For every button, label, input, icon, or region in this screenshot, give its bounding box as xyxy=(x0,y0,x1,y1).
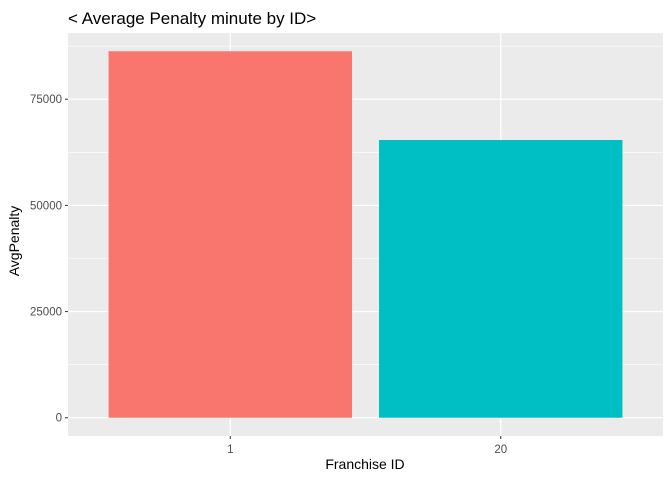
chart-title: < Average Penalty minute by ID> xyxy=(68,9,316,28)
bar-1 xyxy=(108,51,352,418)
x-axis-title: Franchise ID xyxy=(325,456,404,472)
y-tick-label: 25000 xyxy=(30,307,62,319)
x-tick-label: 1 xyxy=(227,444,233,456)
y-axis-title: AvgPenalty xyxy=(6,206,22,277)
bars xyxy=(108,51,623,418)
y-tick-label: 50000 xyxy=(30,200,62,212)
bar-20 xyxy=(379,140,623,418)
y-tick-label: 0 xyxy=(56,413,62,425)
x-axis: 1 20 xyxy=(227,436,507,456)
y-axis: 0 25000 50000 75000 xyxy=(30,94,68,425)
y-tick-label: 75000 xyxy=(30,94,62,106)
x-tick-label: 20 xyxy=(494,444,507,456)
